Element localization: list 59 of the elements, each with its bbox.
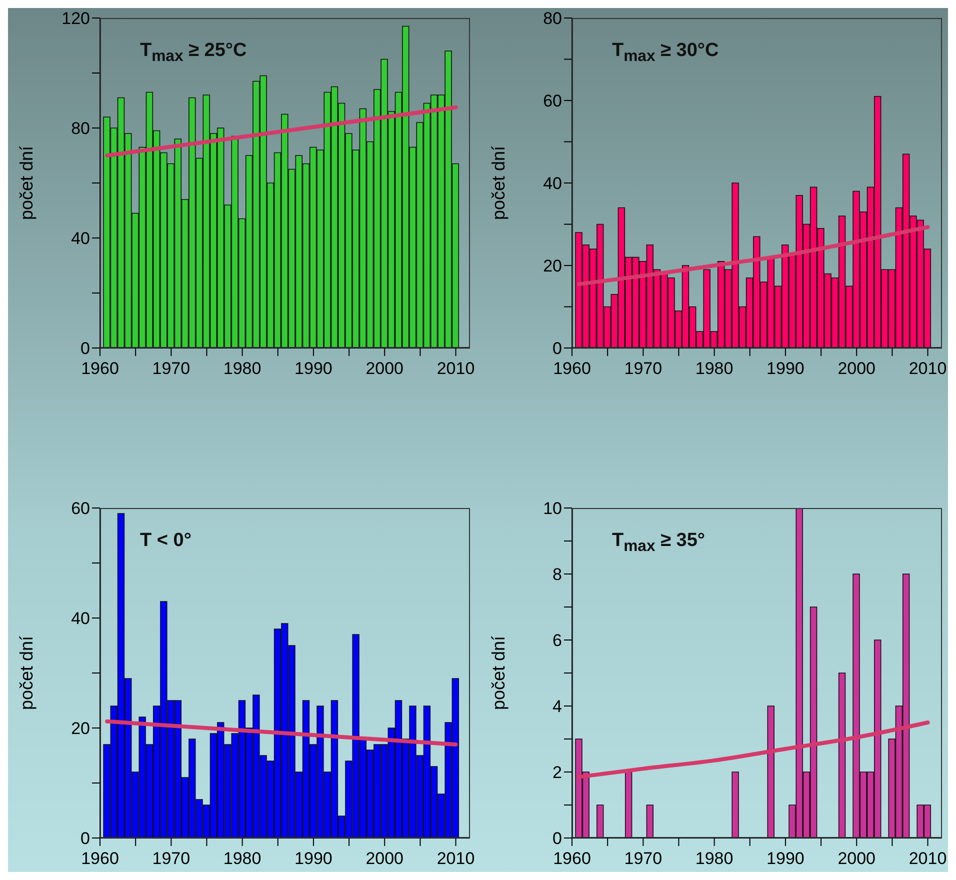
- bar: [624, 772, 632, 838]
- y-tick-label: 0: [552, 339, 562, 358]
- x-tick-label: 1980: [223, 849, 262, 868]
- x-tick-label: 1960: [553, 849, 591, 868]
- text: T$_{max}$ ≥ 30°C: [612, 40, 719, 66]
- text: T$_{max}$ ≥ 25°C: [140, 40, 247, 66]
- x-tick-label: 1960: [553, 359, 591, 378]
- x-tick-label: 2010: [436, 849, 475, 868]
- line-series: [577, 720, 930, 779]
- y-tick-label: 0: [552, 829, 562, 848]
- y-tick-label: 2: [552, 763, 562, 782]
- text: T < 0°: [140, 530, 192, 552]
- y-tick-label: 40: [71, 229, 90, 248]
- x-tick-label: 1970: [152, 359, 190, 378]
- x-tick-label: 2010: [908, 359, 947, 378]
- x-tick-label: 1990: [766, 849, 804, 868]
- y-axis-title: počet dní: [16, 146, 36, 220]
- x-tick-label: 1960: [81, 849, 119, 868]
- y-tick-label: 120: [62, 9, 90, 28]
- bar: [732, 772, 739, 838]
- text: T$_{max}$ ≥ 35°: [612, 530, 706, 556]
- x-tick-label: 2010: [908, 849, 947, 868]
- y-axis-title: počet dní: [488, 146, 508, 220]
- bar: [838, 672, 846, 838]
- x-tick-label: 2000: [838, 359, 876, 378]
- y-tick-label: 8: [552, 565, 562, 584]
- y-tick-label: 20: [71, 719, 90, 738]
- x-tick-label: 1970: [152, 849, 190, 868]
- x-tick-label: 2000: [366, 359, 404, 378]
- x-tick-label: 2000: [838, 849, 876, 868]
- y-tick-label: 60: [543, 92, 562, 111]
- y-axis-title: počet dní: [16, 636, 36, 710]
- x-tick-label: 1960: [81, 359, 119, 378]
- y-tick-label: 4: [552, 697, 562, 716]
- line-series: [577, 225, 930, 286]
- y-tick-label: 60: [71, 499, 90, 518]
- y-tick-label: 10: [543, 499, 562, 518]
- x-tick-label: 1970: [624, 359, 662, 378]
- y-tick-label: 20: [543, 256, 562, 276]
- y-tick-label: 80: [543, 9, 562, 28]
- bar: [646, 804, 654, 838]
- x-tick-label: 1990: [294, 359, 332, 378]
- y-tick-label: 0: [80, 829, 90, 848]
- x-tick-label: 2000: [366, 849, 404, 868]
- y-tick-label: 6: [552, 631, 562, 650]
- bar: [596, 804, 604, 838]
- x-tick-label: 1990: [766, 359, 804, 378]
- bar: [767, 706, 774, 838]
- x-tick-label: 1980: [695, 849, 734, 868]
- x-tick-label: 1990: [294, 849, 332, 868]
- y-tick-label: 80: [71, 119, 90, 138]
- x-tick-label: 1970: [624, 849, 662, 868]
- x-tick-label: 1980: [695, 359, 734, 378]
- y-tick-label: 40: [71, 609, 90, 628]
- x-tick-label: 2010: [436, 359, 475, 378]
- x-tick-label: 1980: [223, 359, 262, 378]
- y-tick-label: 40: [543, 174, 562, 194]
- y-tick-label: 0: [80, 339, 90, 358]
- y-axis-title: počet dní: [488, 636, 508, 710]
